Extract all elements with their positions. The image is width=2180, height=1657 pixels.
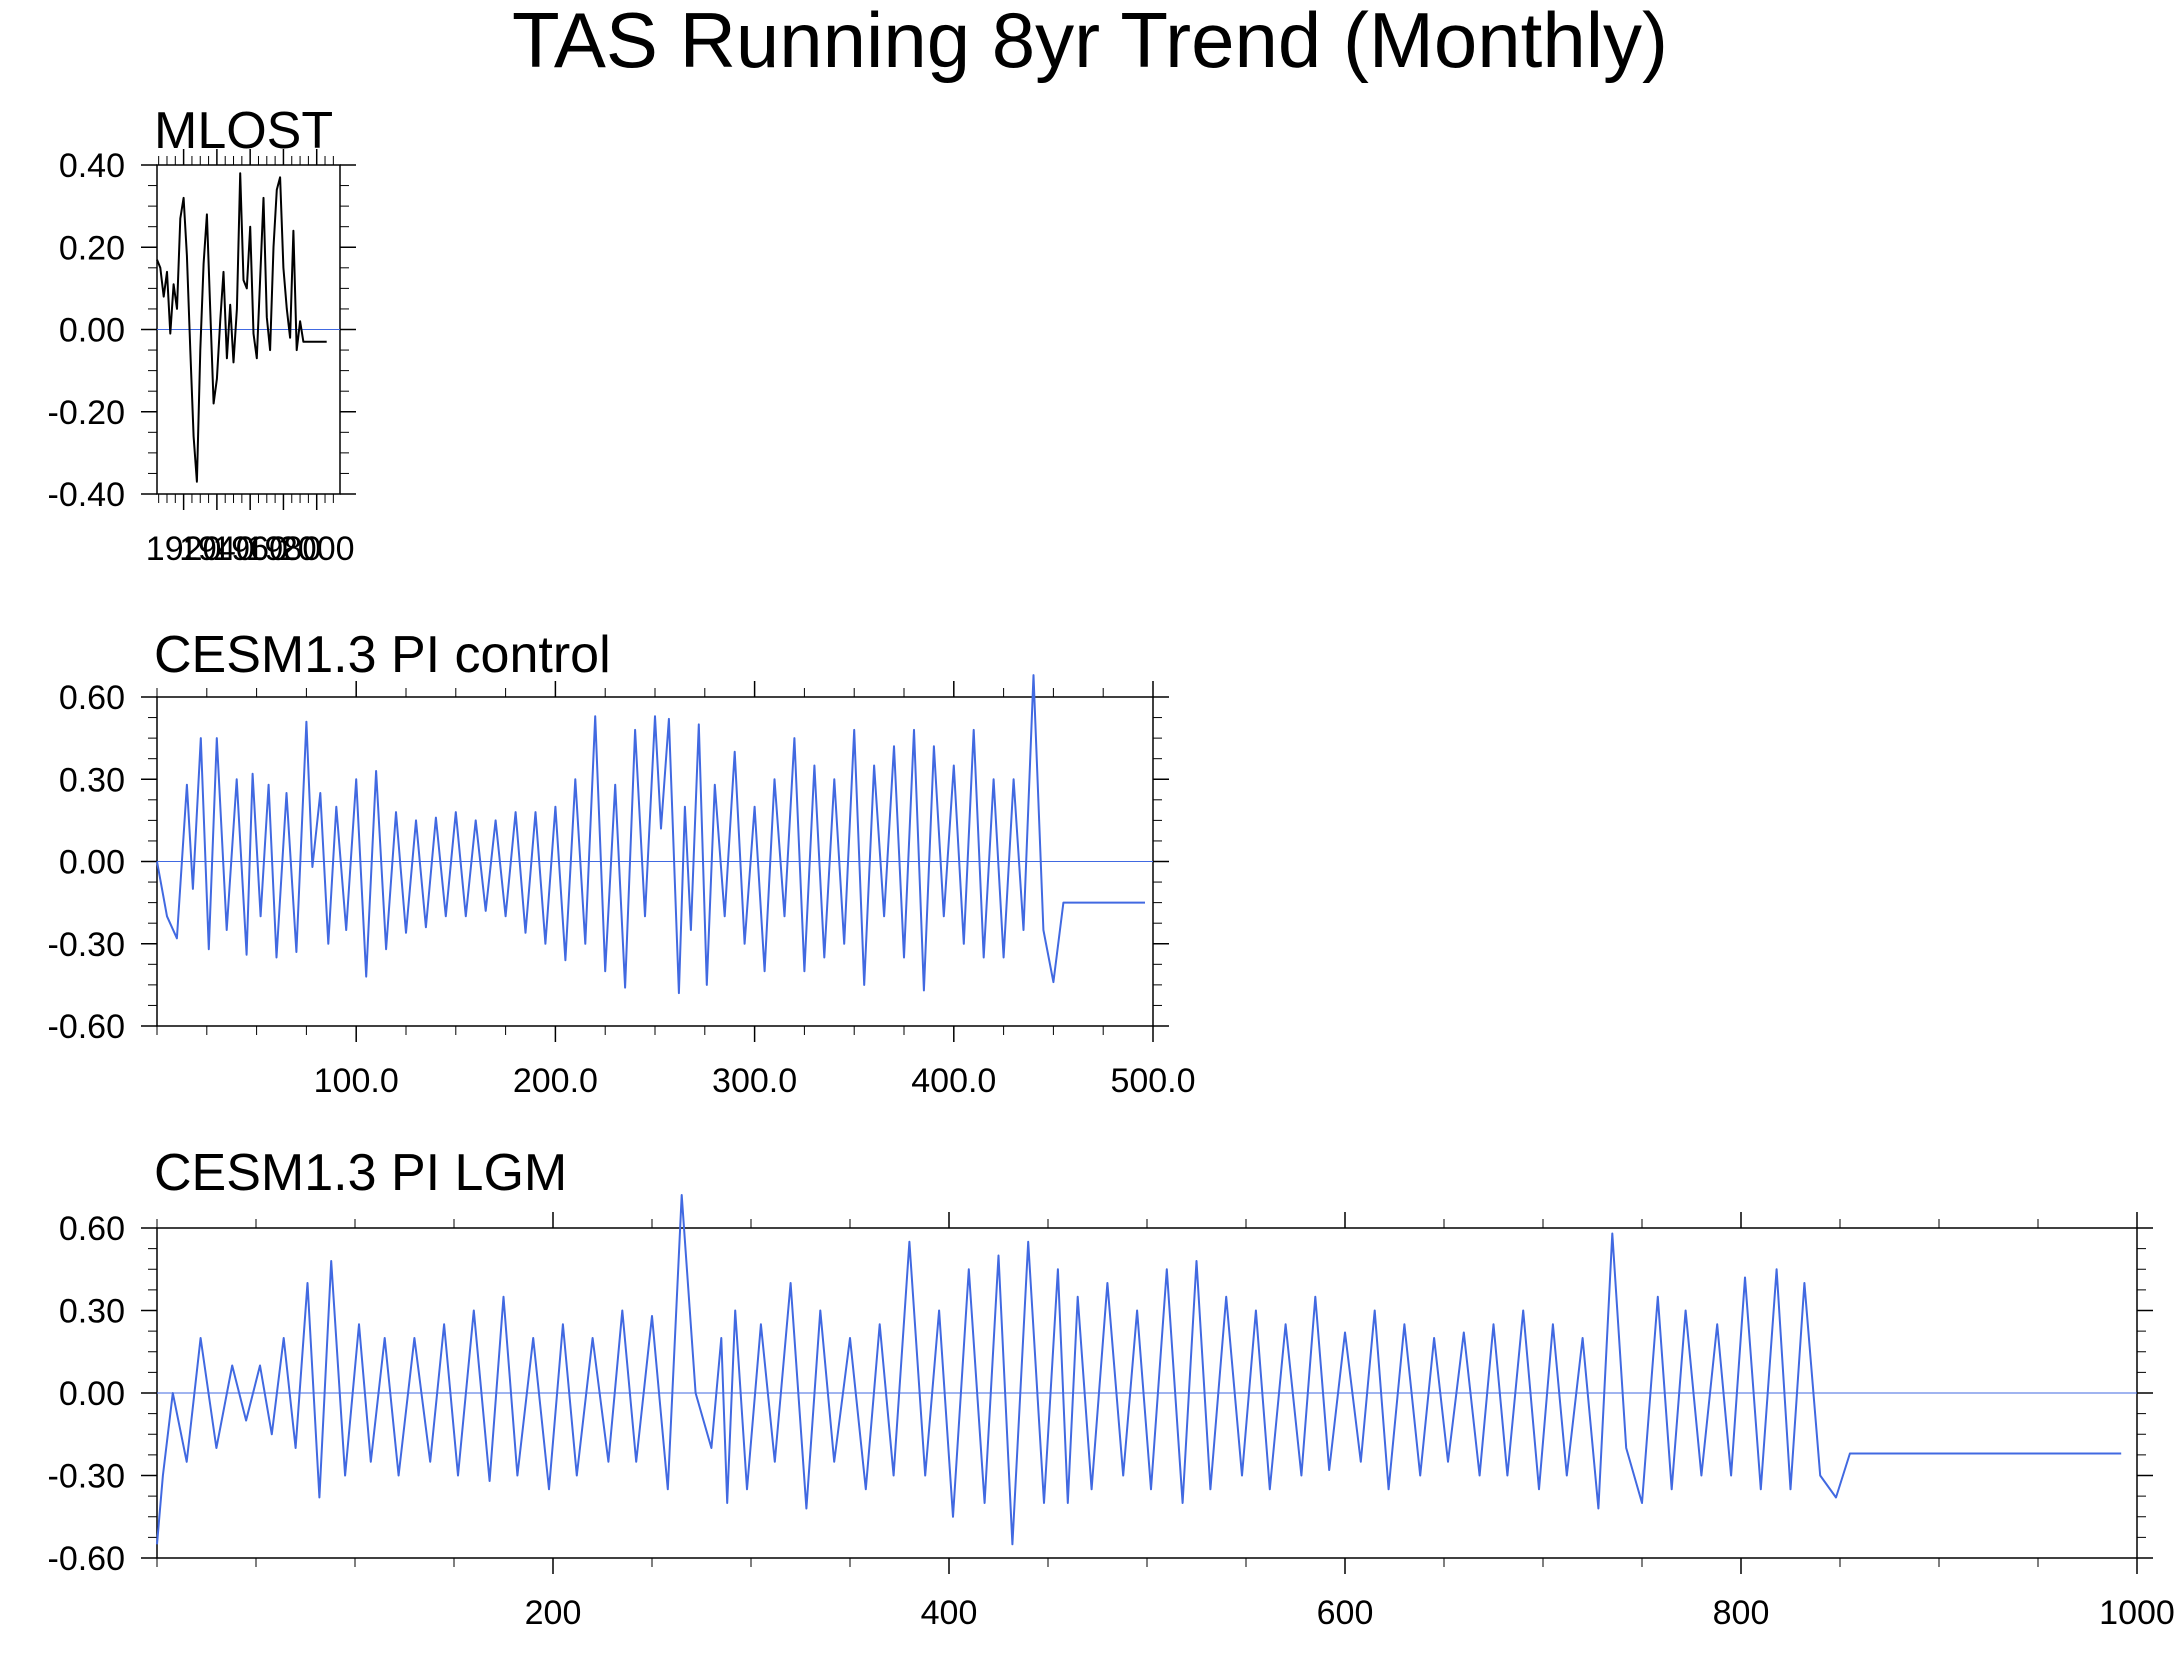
panel-pi-lgm: CESM1.3 PI LGM -0.60 -0.30 0.00 0.30 0.60 200 4… <box>48 1144 2175 1632</box>
x-tick-label: 400 <box>921 1594 978 1632</box>
y-tick-label: 0.40 <box>59 147 125 185</box>
x-tick-label: 400.0 <box>911 1062 996 1100</box>
y-tick-label: 0.60 <box>59 1210 125 1248</box>
y-tick-label: -0.20 <box>48 394 126 432</box>
x-tick-label: 200.0 <box>513 1062 598 1100</box>
page-title: TAS Running 8yr Trend (Monthly) <box>511 0 1669 84</box>
x-tick-label: 1940 <box>179 530 255 568</box>
y-tick-label: 0.60 <box>59 679 125 717</box>
series-line <box>156 674 1145 995</box>
y-tick-label: -0.30 <box>48 926 126 964</box>
x-tick-label: 600 <box>1317 1594 1374 1632</box>
x-tick-label: 200 <box>525 1594 582 1632</box>
y-tick-label: -0.40 <box>48 476 126 514</box>
series-line <box>156 172 327 483</box>
x-tick-label: 2000 <box>279 530 355 568</box>
panel-mlost: MLOST -0.40 -0.20 0.00 0.20 0.40 1920194019601… <box>48 102 356 568</box>
x-tick-label: 100.0 <box>314 1062 399 1100</box>
y-tick-label: 0.00 <box>59 1375 125 1413</box>
x-tick-label: 1920 <box>146 530 222 568</box>
panel-title: MLOST <box>154 102 333 160</box>
panel-pi-control: CESM1.3 PI control -0.60 -0.30 0.00 0.30 0.60… <box>48 626 1196 1100</box>
y-tick-label: 0.30 <box>59 761 125 799</box>
x-tick-label: 1000 <box>2099 1594 2175 1632</box>
y-tick-label: -0.30 <box>48 1458 126 1496</box>
panel-title: CESM1.3 PI control <box>154 626 611 684</box>
x-tick-label: 800 <box>1713 1594 1770 1632</box>
y-tick-label: -0.60 <box>48 1008 126 1046</box>
y-tick-label: -0.60 <box>48 1540 126 1578</box>
y-tick-label: 0.00 <box>59 844 125 882</box>
x-tick-label: 500.0 <box>1110 1062 1195 1100</box>
x-tick-label: 1960 <box>212 530 288 568</box>
x-tick-label: 300.0 <box>712 1062 797 1100</box>
y-tick-label: 0.00 <box>59 312 125 350</box>
y-tick-label: 0.20 <box>59 229 125 267</box>
x-tick-label: 1980 <box>246 530 322 568</box>
series-line <box>156 1194 2122 1546</box>
y-tick-label: 0.30 <box>59 1293 125 1331</box>
panel-title: CESM1.3 PI LGM <box>154 1144 567 1202</box>
